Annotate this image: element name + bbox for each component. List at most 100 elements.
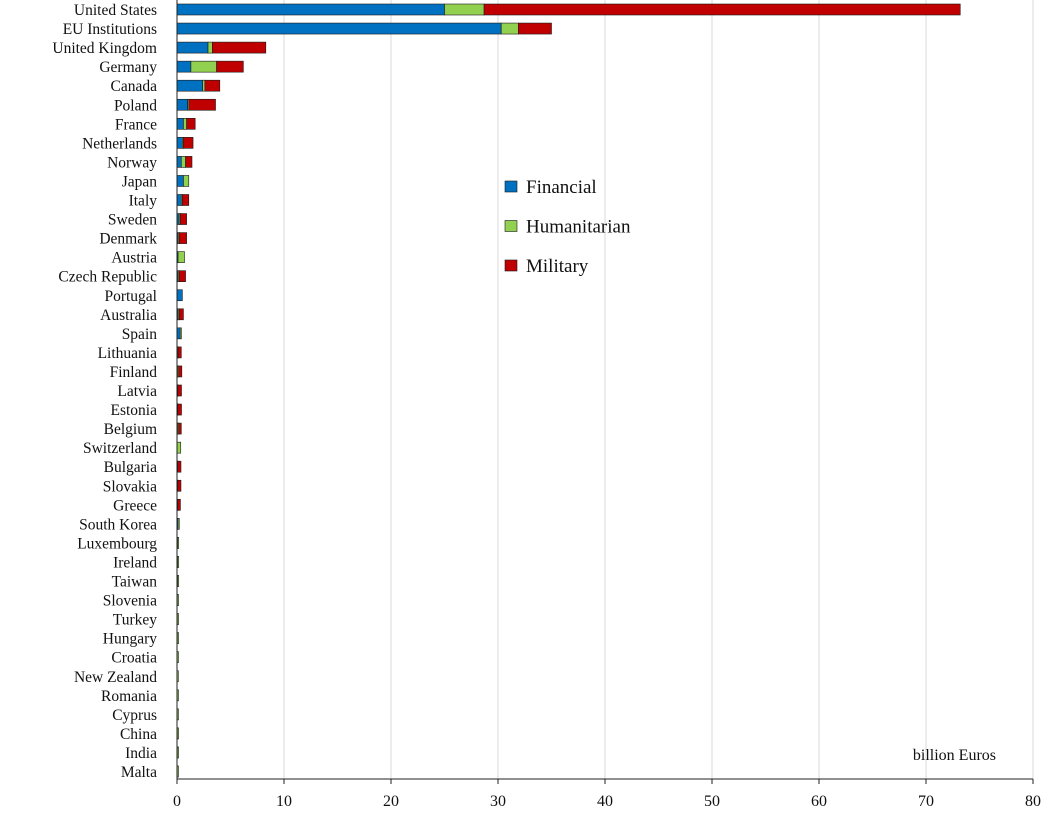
- bar-segment-humanitarian: [177, 556, 180, 568]
- category-label: Slovenia: [103, 593, 157, 610]
- bar-segment-military: [212, 41, 267, 54]
- bar-segment-financial: [176, 194, 182, 206]
- bar-segment-military: [178, 422, 182, 435]
- x-tick-label: 70: [918, 793, 934, 810]
- bar-segment-military: [204, 79, 221, 92]
- category-label: Poland: [114, 97, 157, 114]
- bar-segment-financial: [176, 79, 203, 92]
- category-label: India: [125, 745, 157, 762]
- category-label: United Kingdom: [52, 40, 157, 57]
- category-label: New Zealand: [74, 669, 157, 686]
- bar-segment-humanitarian: [177, 594, 179, 606]
- bar-segment-humanitarian: [177, 632, 179, 644]
- bar-segment-military: [182, 194, 190, 206]
- gridlines: [283, 0, 1034, 779]
- bar-segment-humanitarian: [183, 118, 187, 130]
- bar-segment-military: [177, 460, 182, 473]
- bar-segment-humanitarian: [179, 327, 182, 340]
- category-label: China: [120, 726, 157, 743]
- bar-segment-military: [483, 3, 961, 16]
- bar-segment-financial: [176, 60, 192, 73]
- category-label: Switzerland: [83, 440, 157, 457]
- bar-segment-military: [518, 22, 552, 35]
- bar-segment-military: [177, 384, 182, 397]
- category-label: Norway: [107, 154, 157, 171]
- category-label: Latvia: [117, 383, 157, 400]
- x-axis: 0 10 20 30 40 50 60 70 80: [173, 0, 1041, 810]
- x-tick-label: 0: [173, 793, 181, 810]
- bar-segment-humanitarian: [183, 175, 190, 187]
- x-tick-label: 30: [490, 793, 506, 810]
- x-tick-label: 20: [383, 793, 399, 810]
- category-label: Hungary: [103, 631, 157, 648]
- bar-segment-humanitarian: [500, 22, 519, 35]
- x-tick-label: 40: [597, 793, 613, 810]
- category-label: Croatia: [111, 650, 157, 667]
- category-label: Ireland: [113, 554, 157, 571]
- category-label: Bulgaria: [104, 459, 157, 476]
- category-label: South Korea: [79, 516, 157, 533]
- category-label: Taiwan: [112, 574, 158, 591]
- category-labels: United States EU Institutions United Kingd…: [52, 2, 157, 781]
- category-label: Greece: [113, 497, 157, 514]
- bar-segment-humanitarian: [177, 727, 179, 740]
- category-label: Romania: [101, 688, 157, 705]
- category-label: Finland: [110, 364, 158, 381]
- bars-group: [176, 3, 961, 778]
- legend-label: Humanitarian: [526, 217, 631, 238]
- bar-segment-military: [216, 60, 244, 73]
- bar-segment-financial: [176, 3, 445, 16]
- bar-segment-financial: [176, 289, 183, 302]
- bar-segment-military: [188, 98, 216, 111]
- category-label: Luxembourg: [77, 535, 157, 552]
- bar-segment-military: [177, 479, 182, 492]
- category-label: France: [115, 116, 157, 133]
- x-tick-label: 60: [811, 793, 827, 810]
- bar-segment-humanitarian: [180, 156, 186, 168]
- category-label: Spain: [122, 326, 158, 343]
- category-label: Lithuania: [98, 345, 158, 362]
- bar-segment-financial: [176, 118, 184, 130]
- bar-segment-humanitarian: [176, 441, 182, 454]
- category-label: Austria: [111, 250, 157, 267]
- bar-segment-military: [185, 156, 193, 168]
- category-label: Turkey: [113, 612, 157, 629]
- bar-segment-financial: [176, 137, 183, 149]
- bar-segment-military: [178, 270, 186, 283]
- x-tick-label: 50: [704, 793, 720, 810]
- bar-segment-military: [178, 232, 187, 244]
- bar-segment-military: [183, 137, 194, 149]
- category-label: Cyprus: [112, 707, 157, 724]
- bar-segment-humanitarian: [177, 613, 179, 625]
- bar-segment-humanitarian: [177, 746, 179, 759]
- legend-label: Military: [526, 256, 589, 277]
- category-label: Estonia: [111, 402, 158, 419]
- bar-segment-humanitarian: [177, 575, 180, 587]
- unit-label: billion Euros: [913, 747, 996, 764]
- bar-segment-humanitarian: [202, 79, 206, 92]
- bar-segment-military: [178, 365, 183, 378]
- category-label: Belgium: [104, 421, 157, 438]
- bar-segment-military: [186, 118, 196, 130]
- category-label: United States: [74, 2, 157, 19]
- category-label: EU Institutions: [63, 21, 157, 38]
- category-label: Portugal: [104, 288, 157, 305]
- category-label: Sweden: [108, 212, 157, 229]
- bar-segment-humanitarian: [177, 518, 180, 530]
- bar-segment-financial: [176, 175, 184, 187]
- category-label: Czech Republic: [58, 269, 157, 286]
- bar-segment-military: [177, 403, 182, 416]
- x-tick-label: 80: [1025, 793, 1041, 810]
- category-label: Italy: [129, 193, 158, 210]
- legend-swatch: [504, 259, 518, 272]
- category-label: Australia: [100, 307, 157, 324]
- bar-segment-financial: [176, 22, 502, 35]
- bar-segment-financial: [176, 41, 209, 54]
- category-label: Slovakia: [103, 478, 157, 495]
- category-label: Japan: [122, 173, 158, 190]
- category-label: Netherlands: [82, 135, 157, 152]
- category-label: Germany: [99, 59, 157, 76]
- bar-segment-humanitarian: [177, 537, 180, 549]
- bar-segment-humanitarian: [207, 41, 213, 54]
